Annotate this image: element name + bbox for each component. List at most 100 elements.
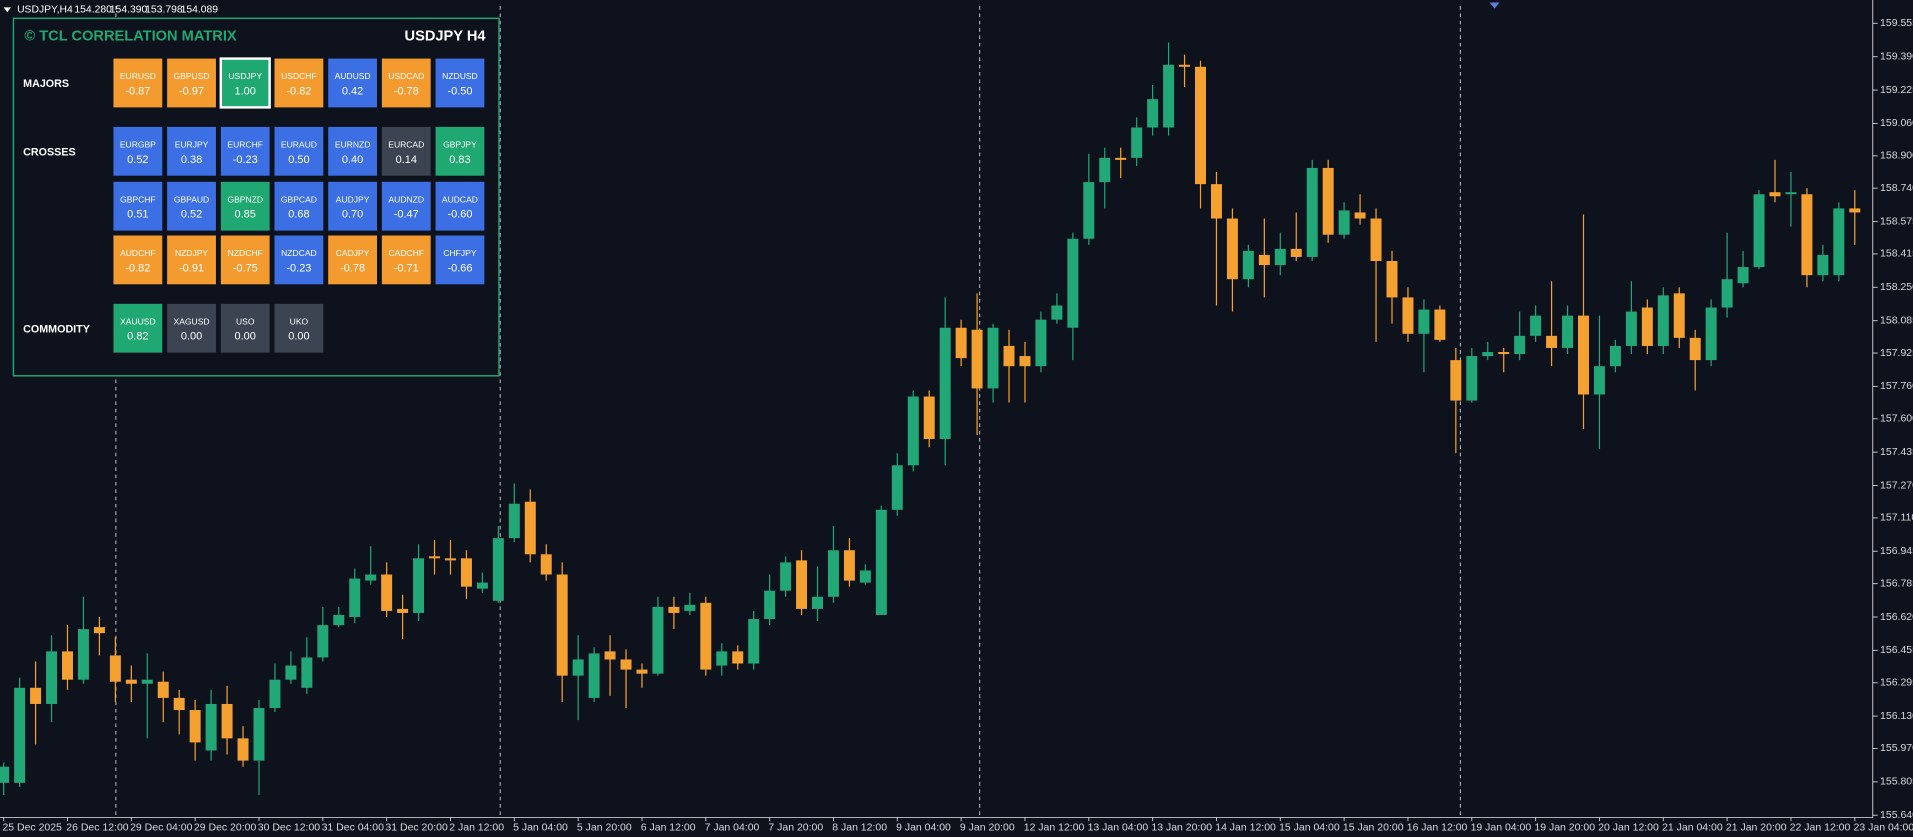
- matrix-cell[interactable]: [274, 126, 324, 176]
- matrix-cell[interactable]: [381, 126, 431, 176]
- matrix-cell[interactable]: [167, 235, 216, 285]
- matrix-cell[interactable]: [113, 181, 163, 231]
- matrix-cell[interactable]: [328, 235, 377, 285]
- ohlc-low: 153.798: [145, 5, 183, 16]
- candle-body: [77, 629, 89, 680]
- candle-body: [285, 665, 297, 680]
- candle-body: [1785, 192, 1797, 195]
- cell-pair: USDCHF: [281, 71, 317, 81]
- cell-pair: USDCAD: [388, 71, 424, 81]
- candle-body: [1849, 208, 1861, 213]
- candle-body: [221, 703, 233, 739]
- matrix-cell[interactable]: [381, 58, 431, 108]
- candle-body: [1210, 184, 1222, 219]
- cell-pair: CHFJPY: [443, 248, 476, 258]
- y-tick-label: 156.620: [1880, 612, 1913, 623]
- candle-body: [875, 509, 887, 615]
- candle-body: [1418, 309, 1430, 334]
- candle-body: [572, 659, 584, 676]
- matrix-cell[interactable]: [274, 303, 324, 353]
- cell-pair: CADCHF: [388, 248, 424, 258]
- cell-pair: AUDNZD: [388, 194, 424, 204]
- candle-body: [189, 710, 201, 743]
- y-tick-label: 159.555: [1880, 18, 1913, 29]
- matrix-cell[interactable]: [435, 126, 485, 176]
- matrix-cell[interactable]: [113, 303, 163, 353]
- cell-value: -0.60: [447, 209, 472, 221]
- x-tick-label: 31 Dec 04:00: [322, 823, 385, 834]
- x-tick-label: 14 Jan 12:00: [1215, 823, 1276, 834]
- cell-pair: NZDCHF: [228, 248, 263, 258]
- matrix-cell[interactable]: [381, 181, 431, 231]
- cell-pair: GBPAUD: [174, 194, 209, 204]
- x-tick-label: 6 Jan 12:00: [641, 823, 696, 834]
- x-tick-label: 31 Dec 20:00: [385, 823, 448, 834]
- candle-body: [1195, 66, 1206, 185]
- matrix-cell[interactable]: [113, 235, 163, 285]
- group-label: MAJORS: [23, 78, 69, 90]
- candle-body: [1147, 99, 1159, 128]
- y-tick-label: 158.085: [1880, 315, 1913, 326]
- y-tick-label: 157.435: [1880, 447, 1913, 458]
- candle-body: [1769, 192, 1781, 197]
- candle-body: [157, 681, 169, 698]
- candle-body: [269, 679, 281, 709]
- matrix-cell[interactable]: [167, 303, 216, 353]
- x-tick-label: 21 Jan 04:00: [1662, 823, 1723, 834]
- cell-pair: AUDUSD: [335, 71, 371, 81]
- cell-pair: AUDCAD: [442, 194, 478, 204]
- cell-value: -0.75: [233, 262, 258, 274]
- candle-body: [429, 556, 441, 559]
- candle-body: [732, 651, 744, 664]
- matrix-cell[interactable]: [113, 126, 163, 176]
- correlation-panel: © TCL CORRELATION MATRIX USDJPY H4 MAJOR…: [12, 17, 500, 377]
- x-tick-label: 9 Jan 20:00: [960, 823, 1015, 834]
- x-tick-label: 22 Jan 12:00: [1790, 823, 1851, 834]
- matrix-cell[interactable]: [220, 181, 270, 231]
- matrix-cell[interactable]: [220, 303, 270, 353]
- symbol-label: USDJPY,H4: [17, 5, 73, 16]
- x-tick-label: 21 Jan 20:00: [1726, 823, 1787, 834]
- candle-body: [1753, 194, 1765, 268]
- x-tick-label: 30 Dec 12:00: [258, 823, 321, 834]
- ohlc-close: 154.089: [181, 5, 219, 16]
- candle-body: [1226, 218, 1238, 280]
- menu-arrow[interactable]: [3, 7, 11, 13]
- candle-body: [1067, 238, 1079, 328]
- matrix-cell[interactable]: [274, 58, 324, 108]
- matrix-cell[interactable]: [167, 126, 216, 176]
- matrix-cell[interactable]: [274, 181, 324, 231]
- candle-body: [524, 501, 536, 555]
- matrix-cell[interactable]: [167, 58, 216, 108]
- y-tick-label: 157.110: [1880, 513, 1913, 524]
- matrix-cell[interactable]: [220, 126, 270, 176]
- cell-value: -0.78: [394, 85, 419, 97]
- matrix-cell[interactable]: [381, 235, 431, 285]
- matrix-cell[interactable]: [219, 57, 271, 109]
- ohlc-open: 154.280: [74, 5, 112, 16]
- group-label: CROSSES: [23, 146, 75, 158]
- cell-value: 0.52: [181, 209, 202, 221]
- matrix-cell[interactable]: [274, 235, 324, 285]
- cell-pair: CADJPY: [336, 248, 370, 258]
- cell-pair: GBPUSD: [174, 71, 210, 81]
- candle-body: [1466, 356, 1478, 401]
- candle-body: [891, 465, 903, 510]
- matrix-cell[interactable]: [167, 181, 216, 231]
- candle-body: [1450, 360, 1462, 401]
- matrix-cell[interactable]: [328, 126, 377, 176]
- cell-pair: XAUUSD: [120, 316, 156, 326]
- matrix-cell[interactable]: [435, 235, 485, 285]
- matrix-cell[interactable]: [113, 58, 163, 108]
- cell-value: 0.00: [235, 331, 256, 343]
- cell-pair: NZDUSD: [442, 71, 478, 81]
- x-tick-label: 29 Dec 04:00: [130, 823, 193, 834]
- candle-body: [1003, 345, 1015, 367]
- candle-body: [1593, 366, 1605, 395]
- matrix-cell[interactable]: [435, 58, 485, 108]
- matrix-cell[interactable]: [328, 181, 377, 231]
- matrix-cell[interactable]: [220, 235, 270, 285]
- matrix-cell[interactable]: [328, 58, 377, 108]
- matrix-cell[interactable]: [435, 181, 485, 231]
- y-tick-label: 158.575: [1880, 216, 1913, 227]
